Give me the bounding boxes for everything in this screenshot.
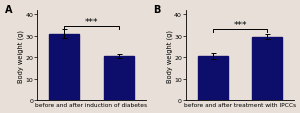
- Y-axis label: Body weight (g): Body weight (g): [166, 29, 173, 82]
- X-axis label: before and after treatment with IPCCs: before and after treatment with IPCCs: [184, 102, 296, 107]
- Bar: [104, 57, 134, 100]
- Text: ***: ***: [233, 21, 247, 29]
- Bar: [50, 34, 79, 100]
- Y-axis label: Body weight (g): Body weight (g): [18, 29, 24, 82]
- X-axis label: before and after induction of diabetes: before and after induction of diabetes: [35, 102, 148, 107]
- Bar: [252, 37, 282, 100]
- Text: A: A: [5, 5, 12, 15]
- Bar: [198, 57, 228, 100]
- Text: ***: ***: [85, 17, 98, 26]
- Text: B: B: [153, 5, 161, 15]
